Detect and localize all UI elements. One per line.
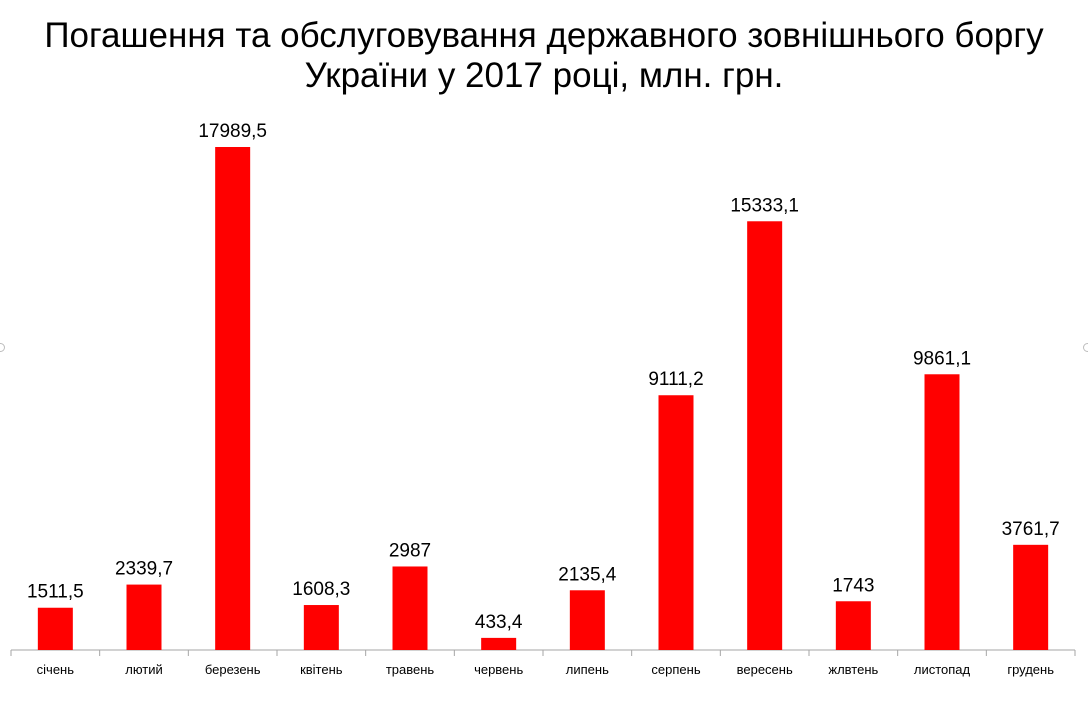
bar[interactable] — [392, 566, 428, 650]
bar[interactable] — [835, 601, 871, 650]
x-tick-label: вересень — [737, 662, 793, 677]
bar[interactable] — [481, 637, 517, 650]
x-tick-label: червень — [474, 662, 523, 677]
data-label: 1511,5 — [27, 582, 84, 603]
data-label: 2135,4 — [558, 564, 617, 585]
chart-title-line-1: Погашення та обслуговування державного з… — [44, 16, 1044, 55]
x-tick-label: квітень — [300, 662, 343, 677]
data-label: 1608,3 — [292, 579, 350, 600]
data-label: 433,4 — [475, 612, 523, 633]
chart-title-line-2: України у 2017 році, млн. грн. — [304, 56, 784, 95]
bar[interactable] — [569, 590, 605, 650]
bar[interactable] — [126, 584, 162, 650]
data-label: 15333,1 — [730, 195, 799, 216]
x-tick-label: жлвтень — [828, 662, 878, 677]
bar[interactable] — [1013, 544, 1049, 650]
resize-handle-right[interactable] — [1083, 343, 1088, 352]
bar[interactable] — [924, 374, 960, 650]
bar[interactable] — [747, 221, 783, 650]
x-tick-label: серпень — [651, 662, 700, 677]
data-label: 2987 — [389, 540, 431, 561]
data-label: 9861,1 — [913, 348, 971, 369]
x-tick-label: травень — [386, 662, 435, 677]
data-label: 17989,5 — [198, 121, 267, 142]
data-label: 9111,2 — [648, 369, 703, 390]
x-tick-label: березень — [205, 662, 261, 677]
bar[interactable] — [37, 607, 73, 650]
resize-handle-left[interactable] — [0, 343, 5, 352]
bar[interactable] — [215, 147, 251, 650]
data-label: 3761,7 — [1002, 519, 1060, 540]
x-tick-label: грудень — [1007, 662, 1054, 677]
x-tick-label: листопад — [914, 662, 971, 677]
bar[interactable] — [303, 605, 339, 650]
data-label: 1743 — [832, 575, 874, 596]
bar[interactable] — [658, 395, 694, 650]
x-tick-label: лютий — [125, 662, 163, 677]
x-tick-label: липень — [566, 662, 609, 677]
chart-title: Погашення та обслуговування державного з… — [0, 16, 1088, 96]
x-tick-label: січень — [37, 662, 75, 677]
data-label: 2339,7 — [115, 559, 173, 580]
